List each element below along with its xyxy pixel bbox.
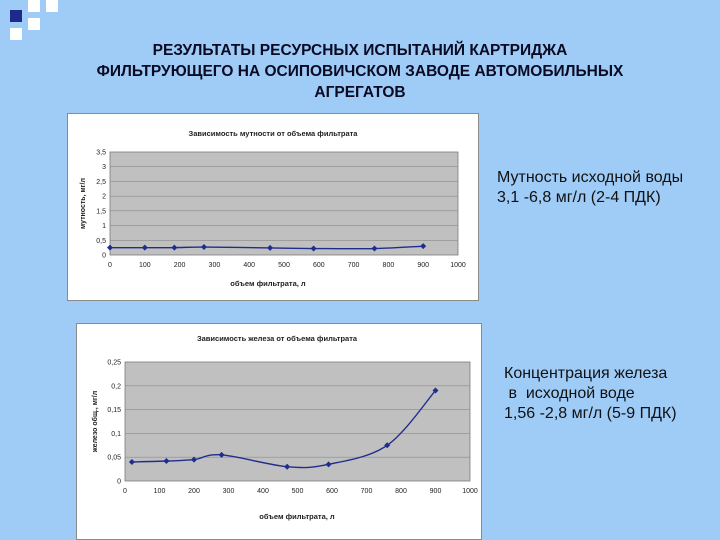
note-line: в исходной воде: [504, 385, 635, 402]
data-point: [420, 243, 427, 250]
accent-square: [10, 10, 22, 22]
chart-title: Зависимость мутности от объема фильтрата: [189, 129, 359, 138]
y-tick-label: 0,15: [107, 407, 121, 414]
iron-chart-panel: 0 0,05 0,1 0,15 0,2 0,25 0 100 200 300 400 500 600 70…: [76, 323, 482, 540]
x-tick-label: 1000: [462, 488, 478, 495]
turbidity-chart-panel: 0 0,5 1 1,5 2 2,5 3 3,5 0 100 200 300 400 500 600 700 80…: [67, 113, 479, 301]
data-point: [432, 387, 439, 394]
plot-area: [109, 151, 459, 256]
x-tick-label: 400: [243, 262, 255, 269]
x-tick-label: 700: [361, 488, 373, 495]
data-point: [267, 244, 274, 251]
data-point: [284, 463, 291, 470]
data-point: [218, 451, 225, 458]
x-axis-label: объем фильтрата, л: [230, 279, 306, 288]
x-tick-label: 600: [313, 262, 325, 269]
y-tick-label: 2,5: [96, 179, 106, 186]
x-tick-label: 600: [326, 488, 338, 495]
data-point: [171, 244, 178, 251]
chart-title: Зависимость железа от объема фильтрата: [197, 334, 358, 343]
slide-title: РЕЗУЛЬТАТЫ РЕСУРСНЫХ ИСПЫТАНИЙ КАРТРИДЖА…: [40, 40, 680, 103]
y-tick-label: 1: [102, 223, 106, 230]
y-tick-label: 0,05: [107, 455, 121, 462]
data-point: [128, 458, 135, 465]
data-point: [371, 245, 378, 252]
x-axis-label: объем фильтрата, л: [259, 512, 335, 521]
y-tick-label: 0,25: [107, 360, 121, 367]
y-axis-label: железо общ., мг/л: [91, 391, 99, 453]
y-tick-label: 0: [102, 253, 106, 260]
turbidity-note: Мутность исходной воды 3,1 -6,8 мг/л (2-…: [497, 168, 683, 208]
x-tick-label: 100: [139, 262, 151, 269]
x-tick-label: 400: [257, 488, 269, 495]
x-tick-label: 0: [123, 488, 127, 495]
y-tick-label: 0,1: [111, 431, 121, 438]
y-tick-label: 2: [102, 194, 106, 201]
title-line: ФИЛЬТРУЮЩЕГО НА ОСИПОВИЧСКОМ ЗАВОДЕ АВТО…: [96, 63, 624, 80]
turbidity-chart: 0 0,5 1 1,5 2 2,5 3 3,5 0 100 200 300 400 500 600 700 80…: [80, 129, 466, 288]
data-point: [163, 458, 170, 465]
y-tick-label: 0,2: [111, 383, 121, 390]
note-line: Мутность исходной воды: [497, 169, 684, 186]
plot-area: [124, 361, 471, 482]
x-tick-label: 700: [348, 262, 360, 269]
x-tick-label: 100: [154, 488, 166, 495]
y-tick-label: 1,5: [96, 208, 106, 215]
y-tick-label: 0: [117, 479, 121, 486]
accent-square: [28, 0, 40, 12]
x-tick-label: 900: [430, 488, 442, 495]
data-point: [384, 442, 391, 449]
y-tick-label: 3,5: [96, 150, 106, 157]
y-tick-label: 3: [102, 164, 106, 171]
x-tick-label: 500: [292, 488, 304, 495]
title-line: РЕЗУЛЬТАТЫ РЕСУРСНЫХ ИСПЫТАНИЙ КАРТРИДЖА: [152, 42, 568, 59]
x-tick-label: 500: [278, 262, 290, 269]
data-point: [107, 244, 113, 251]
note-line: 1,56 -2,8 мг/л (5-9 ПДК): [504, 405, 677, 422]
x-tick-label: 800: [383, 262, 395, 269]
accent-square: [46, 0, 58, 12]
iron-note: Концентрация железа в исходной воде 1,56…: [504, 364, 677, 424]
accent-square: [10, 28, 22, 40]
data-point: [191, 456, 197, 463]
accent-square: [28, 18, 40, 30]
note-line: 3,1 -6,8 мг/л (2-4 ПДК): [497, 189, 661, 206]
x-tick-label: 300: [223, 488, 235, 495]
title-line: АГРЕГАТОВ: [314, 84, 406, 101]
x-tick-label: 900: [417, 262, 429, 269]
series-line: [110, 245, 424, 250]
y-axis-label: мутность, мг/л: [80, 178, 87, 229]
x-tick-label: 200: [188, 488, 200, 495]
data-point: [141, 244, 148, 251]
data-point: [200, 244, 207, 251]
x-tick-label: 1000: [450, 262, 466, 269]
x-tick-label: 800: [395, 488, 407, 495]
data-point: [310, 245, 317, 252]
iron-chart: 0 0,05 0,1 0,15 0,2 0,25 0 100 200 300 400 500 600 70…: [91, 334, 478, 521]
y-tick-label: 0,5: [96, 238, 106, 245]
x-tick-label: 300: [209, 262, 221, 269]
note-line: Концентрация железа: [504, 365, 668, 382]
data-point: [325, 461, 332, 468]
x-tick-label: 200: [174, 262, 186, 269]
x-tick-label: 0: [108, 262, 112, 269]
